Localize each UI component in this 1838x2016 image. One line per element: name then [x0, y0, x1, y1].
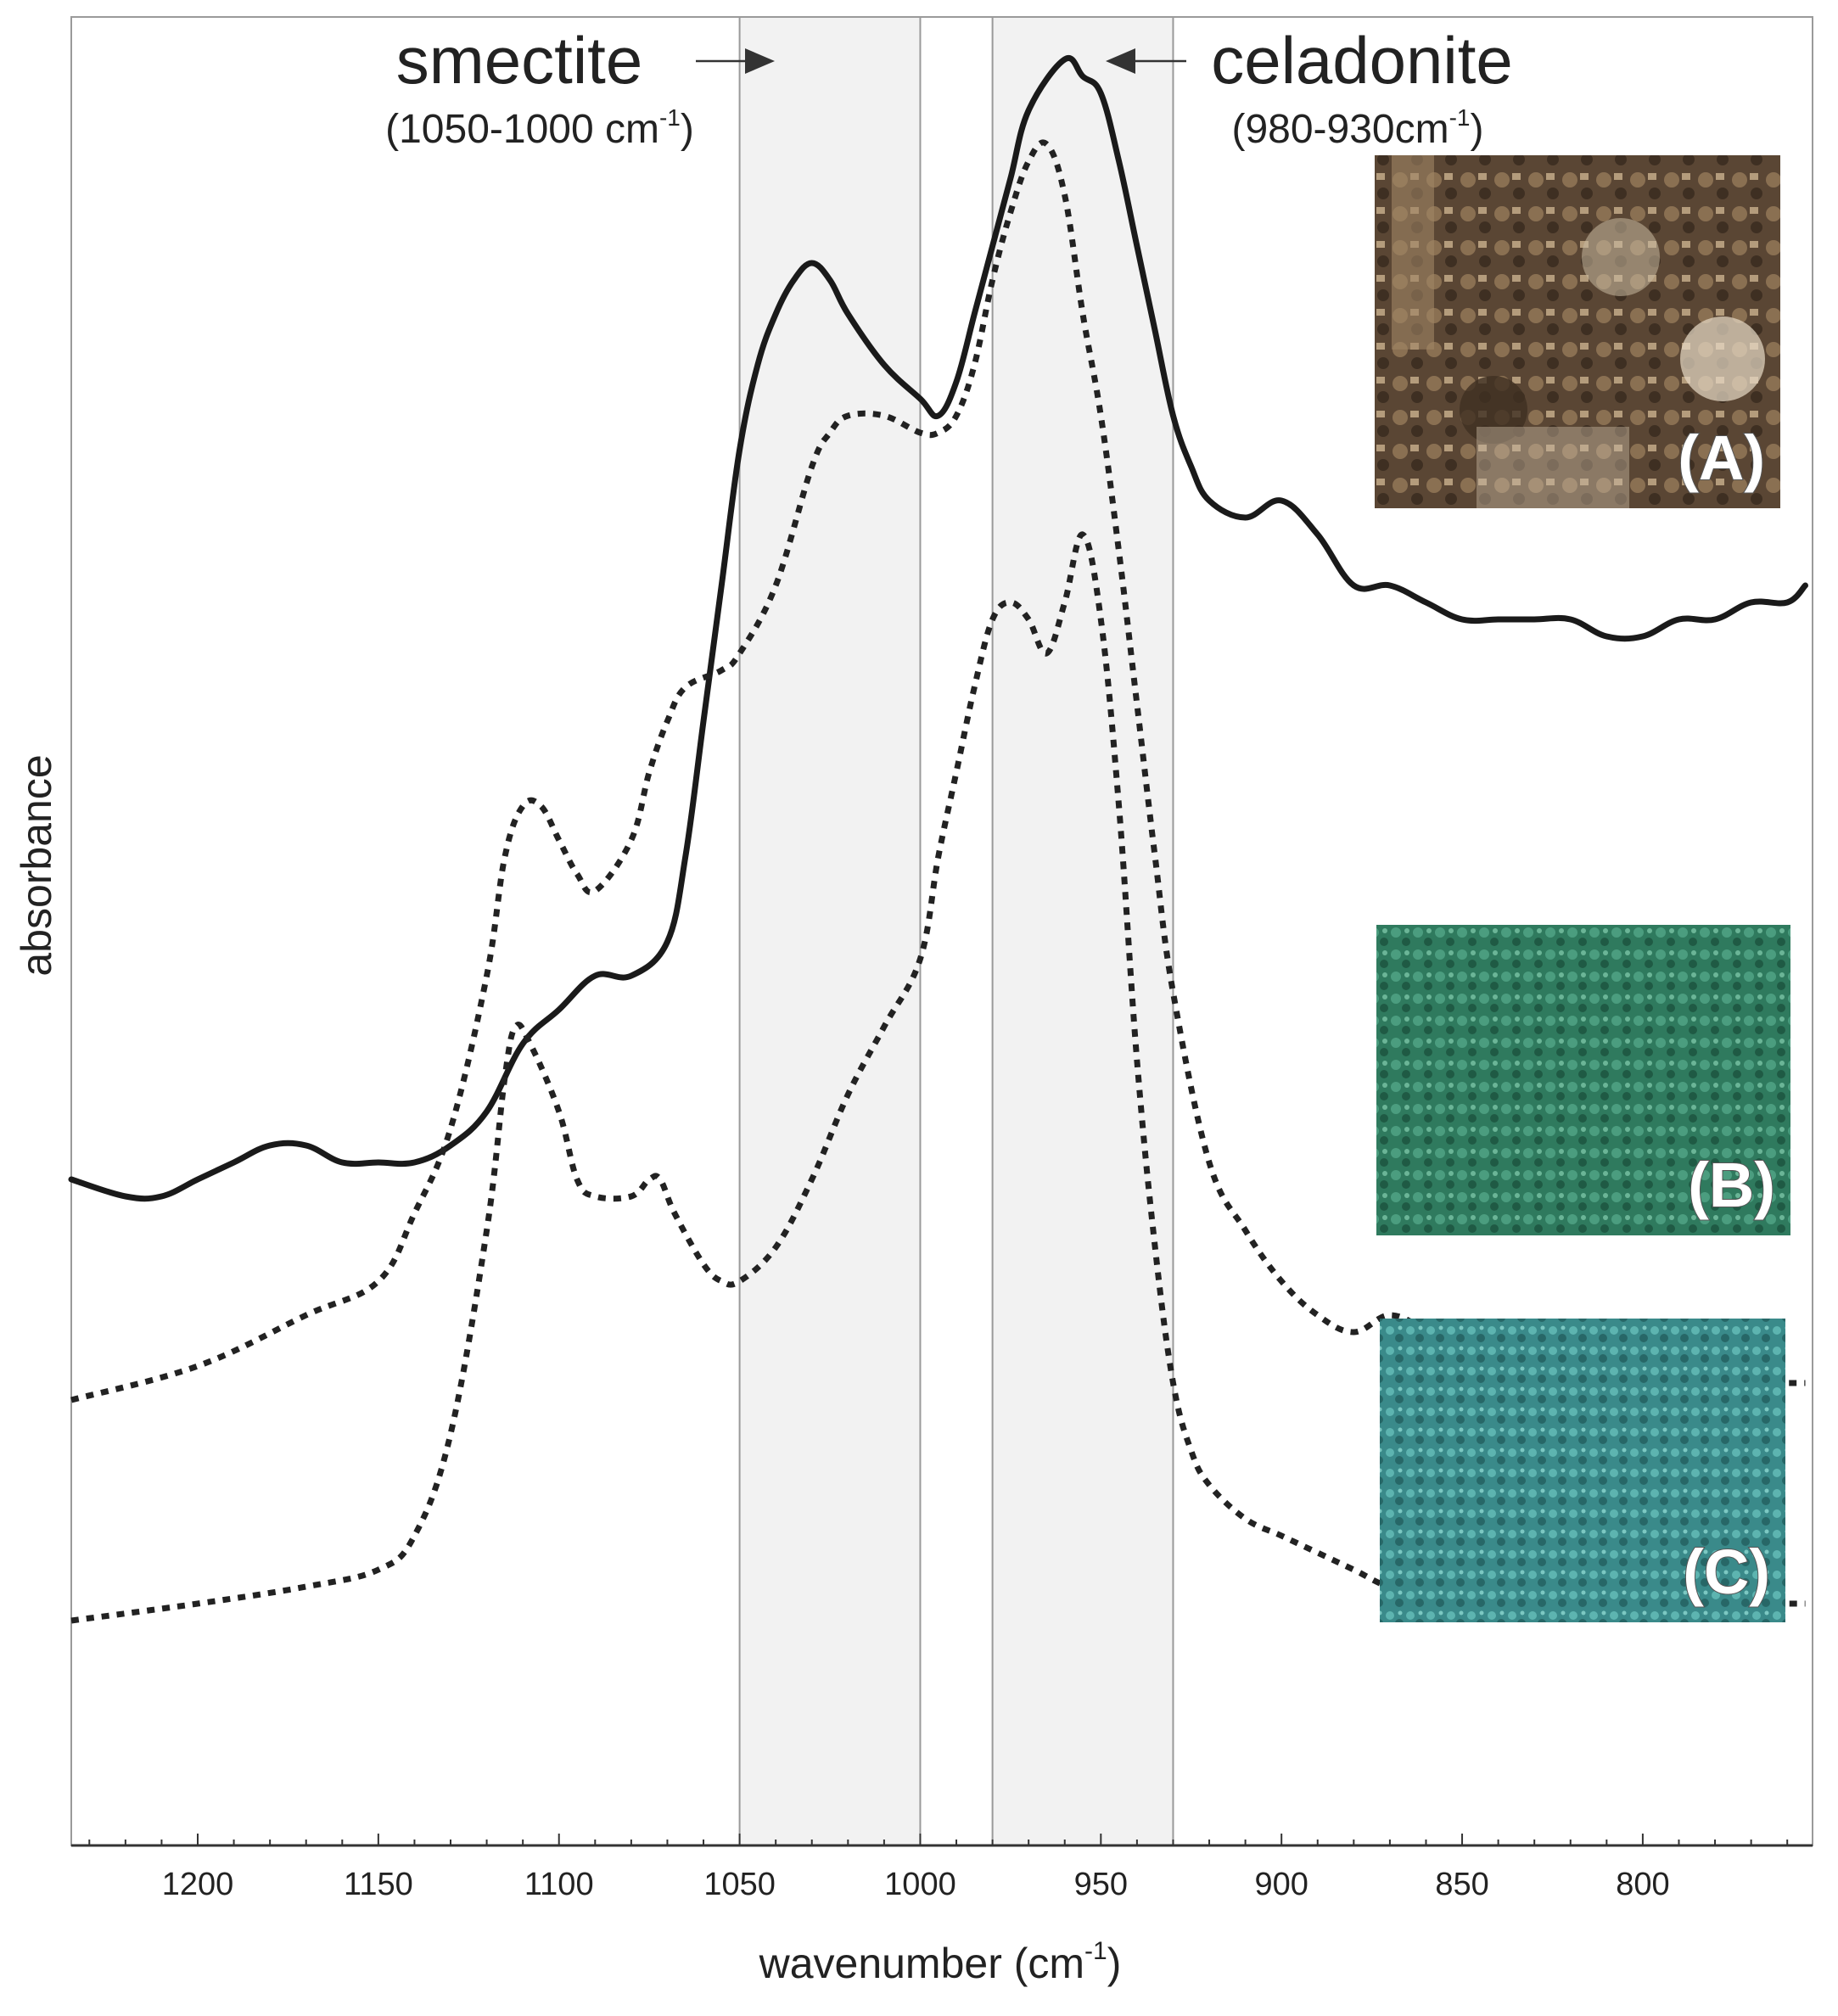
x-tick-label: 1000 [884, 1867, 956, 1902]
inset-label: (A) [1678, 423, 1765, 493]
x-axis-title: wavenumber (cm-1) [759, 1937, 1122, 1987]
x-tick-label: 900 [1254, 1867, 1308, 1902]
band-annotations: smectite (1050-1000 cm-1) celadonite (980-9… [385, 23, 1513, 152]
highlight-bands [738, 16, 1174, 1846]
inset-label: (C) [1683, 1537, 1770, 1607]
band-label-celadonite: celadonite [1211, 23, 1513, 98]
plot-frame [70, 16, 1813, 1847]
band-label-smectite: smectite [396, 23, 642, 98]
green-earth-pigment-image [1376, 925, 1790, 1235]
spectrum-line-C [70, 531, 1806, 1624]
x-tick-label: 1200 [162, 1867, 234, 1902]
spectrum-line-A [68, 55, 1808, 1202]
x-tick-label: 950 [1074, 1867, 1128, 1902]
band-range-celadonite: (980-930cm-1) [1231, 104, 1483, 152]
band-range-smectite: (1050-1000 cm-1) [385, 104, 694, 152]
fresco-painting-image [1375, 155, 1780, 508]
band-smectite [738, 16, 922, 1846]
x-axis-ticks: 1200 1150 1100 1050 1000 950 900 850 800 [88, 1834, 1789, 1902]
x-tick-label: 1150 [344, 1867, 413, 1902]
x-tick-label: 1050 [703, 1867, 776, 1902]
photo-insets: (A) (B) (C) [1375, 155, 1790, 1622]
inset-label: (B) [1688, 1150, 1775, 1220]
y-axis-title: absorbance [13, 754, 60, 976]
x-tick-label: 850 [1435, 1867, 1488, 1902]
x-tick-label: 1100 [524, 1867, 594, 1902]
x-tick-label: 800 [1616, 1867, 1669, 1902]
blue-green-pigment-image [1380, 1319, 1785, 1622]
